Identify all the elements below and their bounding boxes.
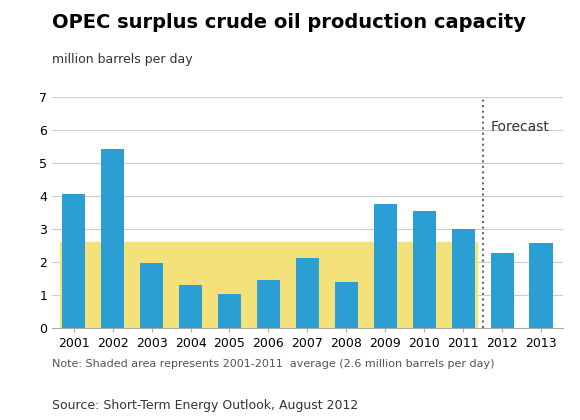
Bar	[60, 242, 477, 328]
Bar	[296, 258, 319, 328]
Text: million barrels per day: million barrels per day	[52, 52, 193, 66]
Text: Source: Short-Term Energy Outlook, August 2012: Source: Short-Term Energy Outlook, Augus…	[52, 399, 358, 412]
Bar	[452, 228, 475, 328]
Bar	[491, 253, 514, 328]
Text: OPEC surplus crude oil production capacity: OPEC surplus crude oil production capaci…	[52, 13, 526, 32]
Bar	[140, 263, 163, 328]
Bar	[218, 294, 241, 328]
Text: Forecast: Forecast	[491, 120, 549, 134]
Bar	[101, 150, 124, 328]
Text: Note: Shaded area represents 2001-2011  average (2.6 million barrels per day): Note: Shaded area represents 2001-2011 a…	[52, 359, 495, 369]
Bar	[412, 211, 436, 328]
Bar	[335, 282, 358, 328]
Bar	[374, 204, 397, 328]
Bar	[530, 244, 553, 328]
Bar	[257, 280, 280, 328]
Bar	[62, 194, 85, 328]
Bar	[179, 285, 202, 328]
